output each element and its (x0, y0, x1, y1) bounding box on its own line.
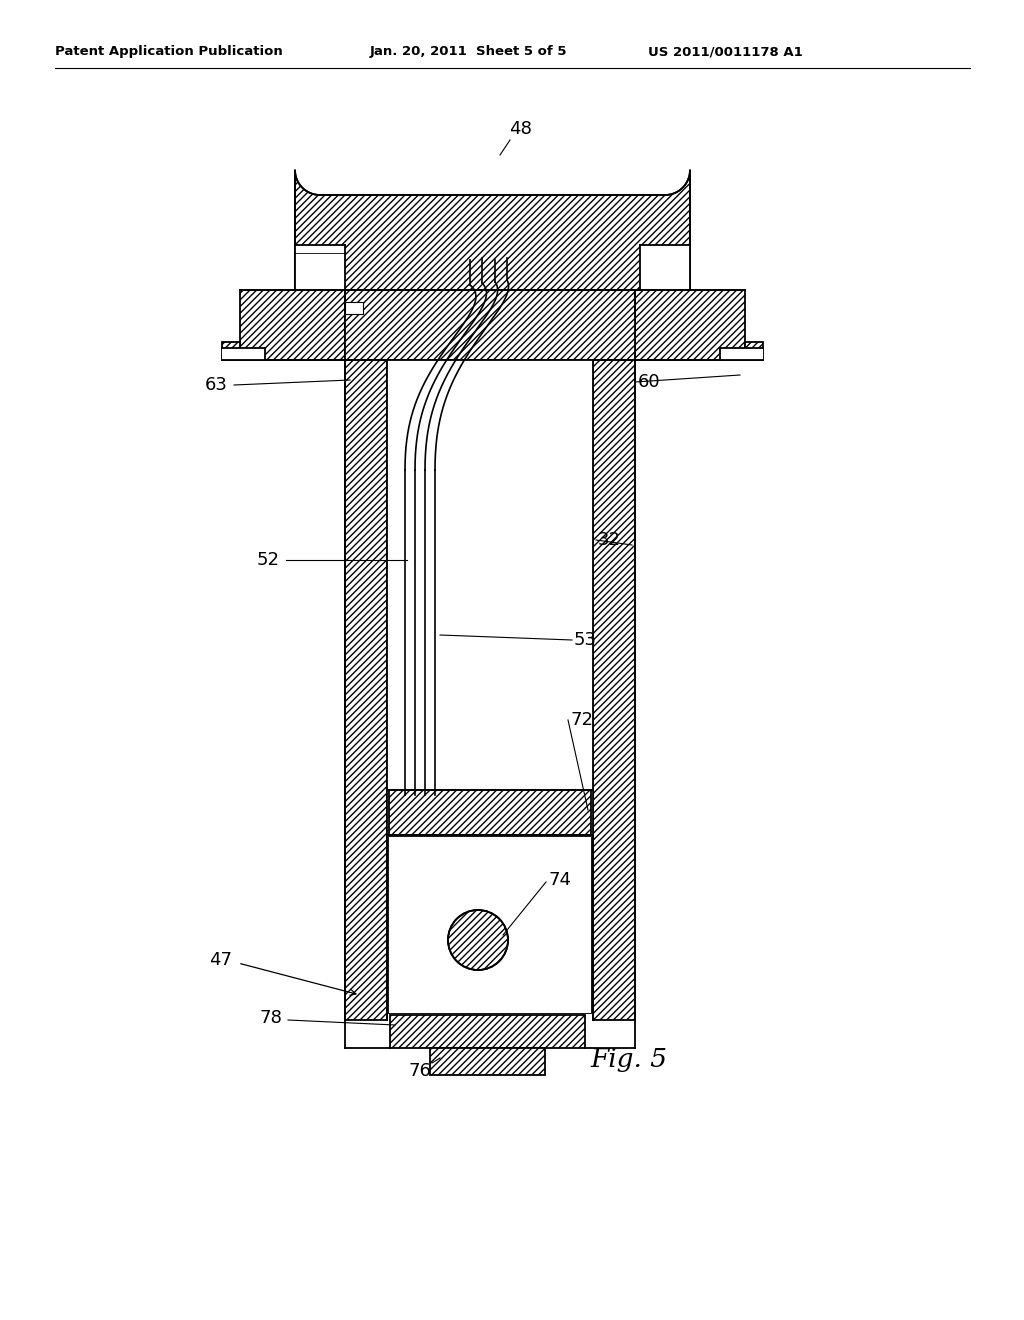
Circle shape (449, 909, 508, 970)
Text: 48: 48 (509, 120, 531, 139)
Polygon shape (390, 1015, 585, 1048)
Polygon shape (389, 837, 591, 1012)
Text: 47: 47 (209, 950, 232, 969)
Text: Jan. 20, 2011  Sheet 5 of 5: Jan. 20, 2011 Sheet 5 of 5 (370, 45, 567, 58)
Text: 76: 76 (409, 1063, 431, 1080)
Polygon shape (295, 170, 690, 290)
Text: 63: 63 (205, 376, 228, 393)
Polygon shape (720, 348, 763, 360)
Text: Fig. 5: Fig. 5 (590, 1048, 667, 1072)
Polygon shape (389, 789, 591, 836)
Polygon shape (295, 246, 345, 290)
Polygon shape (222, 342, 240, 360)
Polygon shape (222, 348, 265, 360)
Text: 53: 53 (574, 631, 597, 649)
Text: 32: 32 (598, 531, 621, 549)
Polygon shape (345, 290, 635, 360)
Text: 72: 72 (570, 711, 593, 729)
Text: 52: 52 (257, 550, 280, 569)
Polygon shape (745, 342, 763, 360)
Text: 60: 60 (638, 374, 660, 391)
Text: US 2011/0011178 A1: US 2011/0011178 A1 (648, 45, 803, 58)
Polygon shape (635, 290, 745, 360)
Text: Patent Application Publication: Patent Application Publication (55, 45, 283, 58)
Polygon shape (345, 360, 387, 1020)
Polygon shape (387, 360, 593, 1020)
Polygon shape (593, 360, 635, 1020)
Text: 74: 74 (548, 871, 571, 888)
Polygon shape (240, 290, 345, 360)
Polygon shape (345, 302, 362, 314)
Polygon shape (389, 837, 591, 1012)
Polygon shape (430, 1048, 545, 1074)
Text: 78: 78 (259, 1008, 282, 1027)
Polygon shape (640, 246, 690, 290)
